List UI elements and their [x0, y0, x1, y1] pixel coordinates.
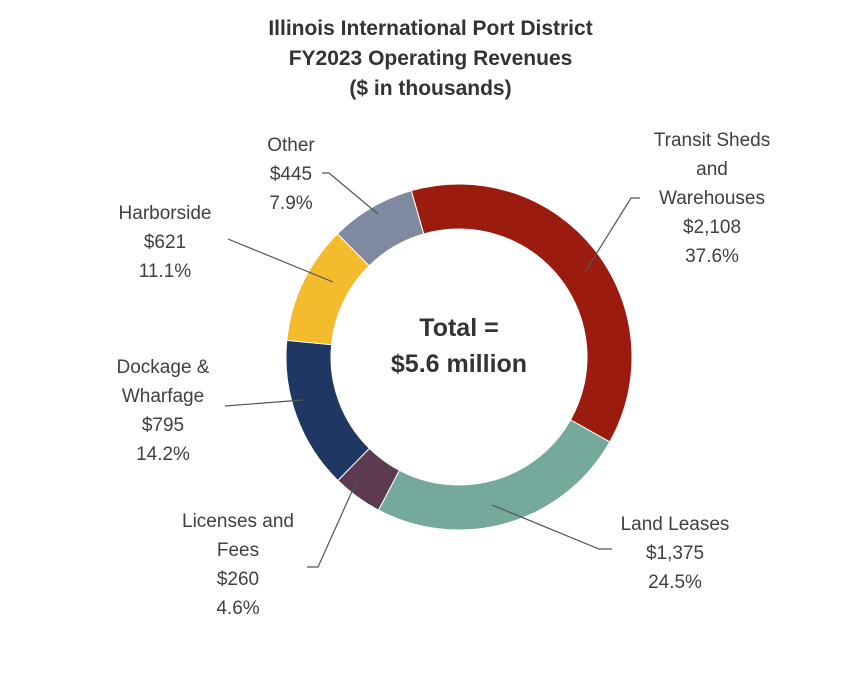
slice-label-other-percent: 7.9% [269, 193, 312, 214]
leader-lines-layer [224, 172, 640, 568]
slice-label-transit-sheds-and-warehouses-name-line-0: Transit Sheds [654, 130, 771, 151]
slice-label-transit-sheds-and-warehouses-percent: 37.6% [685, 246, 739, 267]
chart-title: Illinois International Port District FY2… [0, 14, 861, 104]
slice-transit-sheds-and-warehouses [410, 183, 633, 443]
slice-label-land-leases-value: $1,375 [646, 543, 704, 564]
slice-label-licenses-and-fees-name-line-1: Fees [217, 540, 259, 561]
slice-label-licenses-and-fees-percent: 4.6% [216, 598, 259, 619]
leader-line-other [322, 172, 379, 215]
slice-label-licenses-and-fees-value: $260 [217, 569, 259, 590]
slice-labels-layer: Transit Sheds and Warehouses $2,108 37.6% Lan… [117, 130, 771, 619]
slice-label-harborside-percent: 11.1% [139, 261, 192, 282]
slice-label-harborside-name-line-0: Harborside [119, 203, 212, 224]
chart-title-line-3: ($ in thousands) [349, 77, 512, 100]
slice-label-land-leases: Land Leases $1,375 24.5% [621, 514, 730, 593]
slice-label-licenses-and-fees-name-line-0: Licenses and [182, 511, 294, 532]
slice-label-harborside-value: $621 [144, 232, 186, 253]
chart-title-line-2: FY2023 Operating Revenues [288, 47, 573, 70]
leader-line-transit-sheds-and-warehouses [584, 197, 640, 273]
slice-label-transit-sheds-and-warehouses-value: $2,108 [683, 217, 741, 238]
slice-label-dockage-wharfage-percent: 14.2% [136, 444, 190, 465]
slice-label-harborside: Harborside $621 11.1% [119, 203, 212, 282]
slice-label-other-name-line-0: Other [267, 135, 315, 156]
slice-dockage-wharfage [285, 339, 371, 482]
slice-label-dockage-wharfage-name-line-1: Wharfage [122, 386, 204, 407]
slice-label-dockage-wharfage-value: $795 [142, 415, 184, 436]
center-total-value: $5.6 million [391, 350, 527, 378]
leader-line-harborside [227, 238, 334, 283]
slice-label-dockage-wharfage-name-line-0: Dockage & [117, 357, 210, 378]
slice-label-land-leases-name-line-0: Land Leases [621, 514, 730, 535]
slice-label-other-value: $445 [270, 164, 312, 185]
leader-line-dockage-wharfage [224, 399, 304, 407]
leader-line-land-leases [491, 504, 612, 550]
slice-label-other: Other $445 7.9% [267, 135, 315, 214]
slice-label-transit-sheds-and-warehouses-name-line-1: and [696, 159, 728, 180]
slice-label-transit-sheds-and-warehouses-name-line-2: Warehouses [659, 188, 765, 209]
chart-title-line-1: Illinois International Port District [268, 17, 593, 40]
slice-label-licenses-and-fees: Licenses and Fees $260 4.6% [182, 511, 294, 619]
slice-label-transit-sheds-and-warehouses: Transit Sheds and Warehouses $2,108 37.6% [654, 130, 771, 267]
slice-label-dockage-wharfage: Dockage & Wharfage $795 14.2% [117, 357, 210, 465]
center-total-label: Total = [419, 314, 498, 342]
leader-line-licenses-and-fees [307, 477, 359, 568]
slice-land-leases [377, 419, 611, 531]
slices-layer [285, 183, 633, 531]
slice-other [336, 190, 425, 267]
slice-label-land-leases-percent: 24.5% [648, 572, 702, 593]
